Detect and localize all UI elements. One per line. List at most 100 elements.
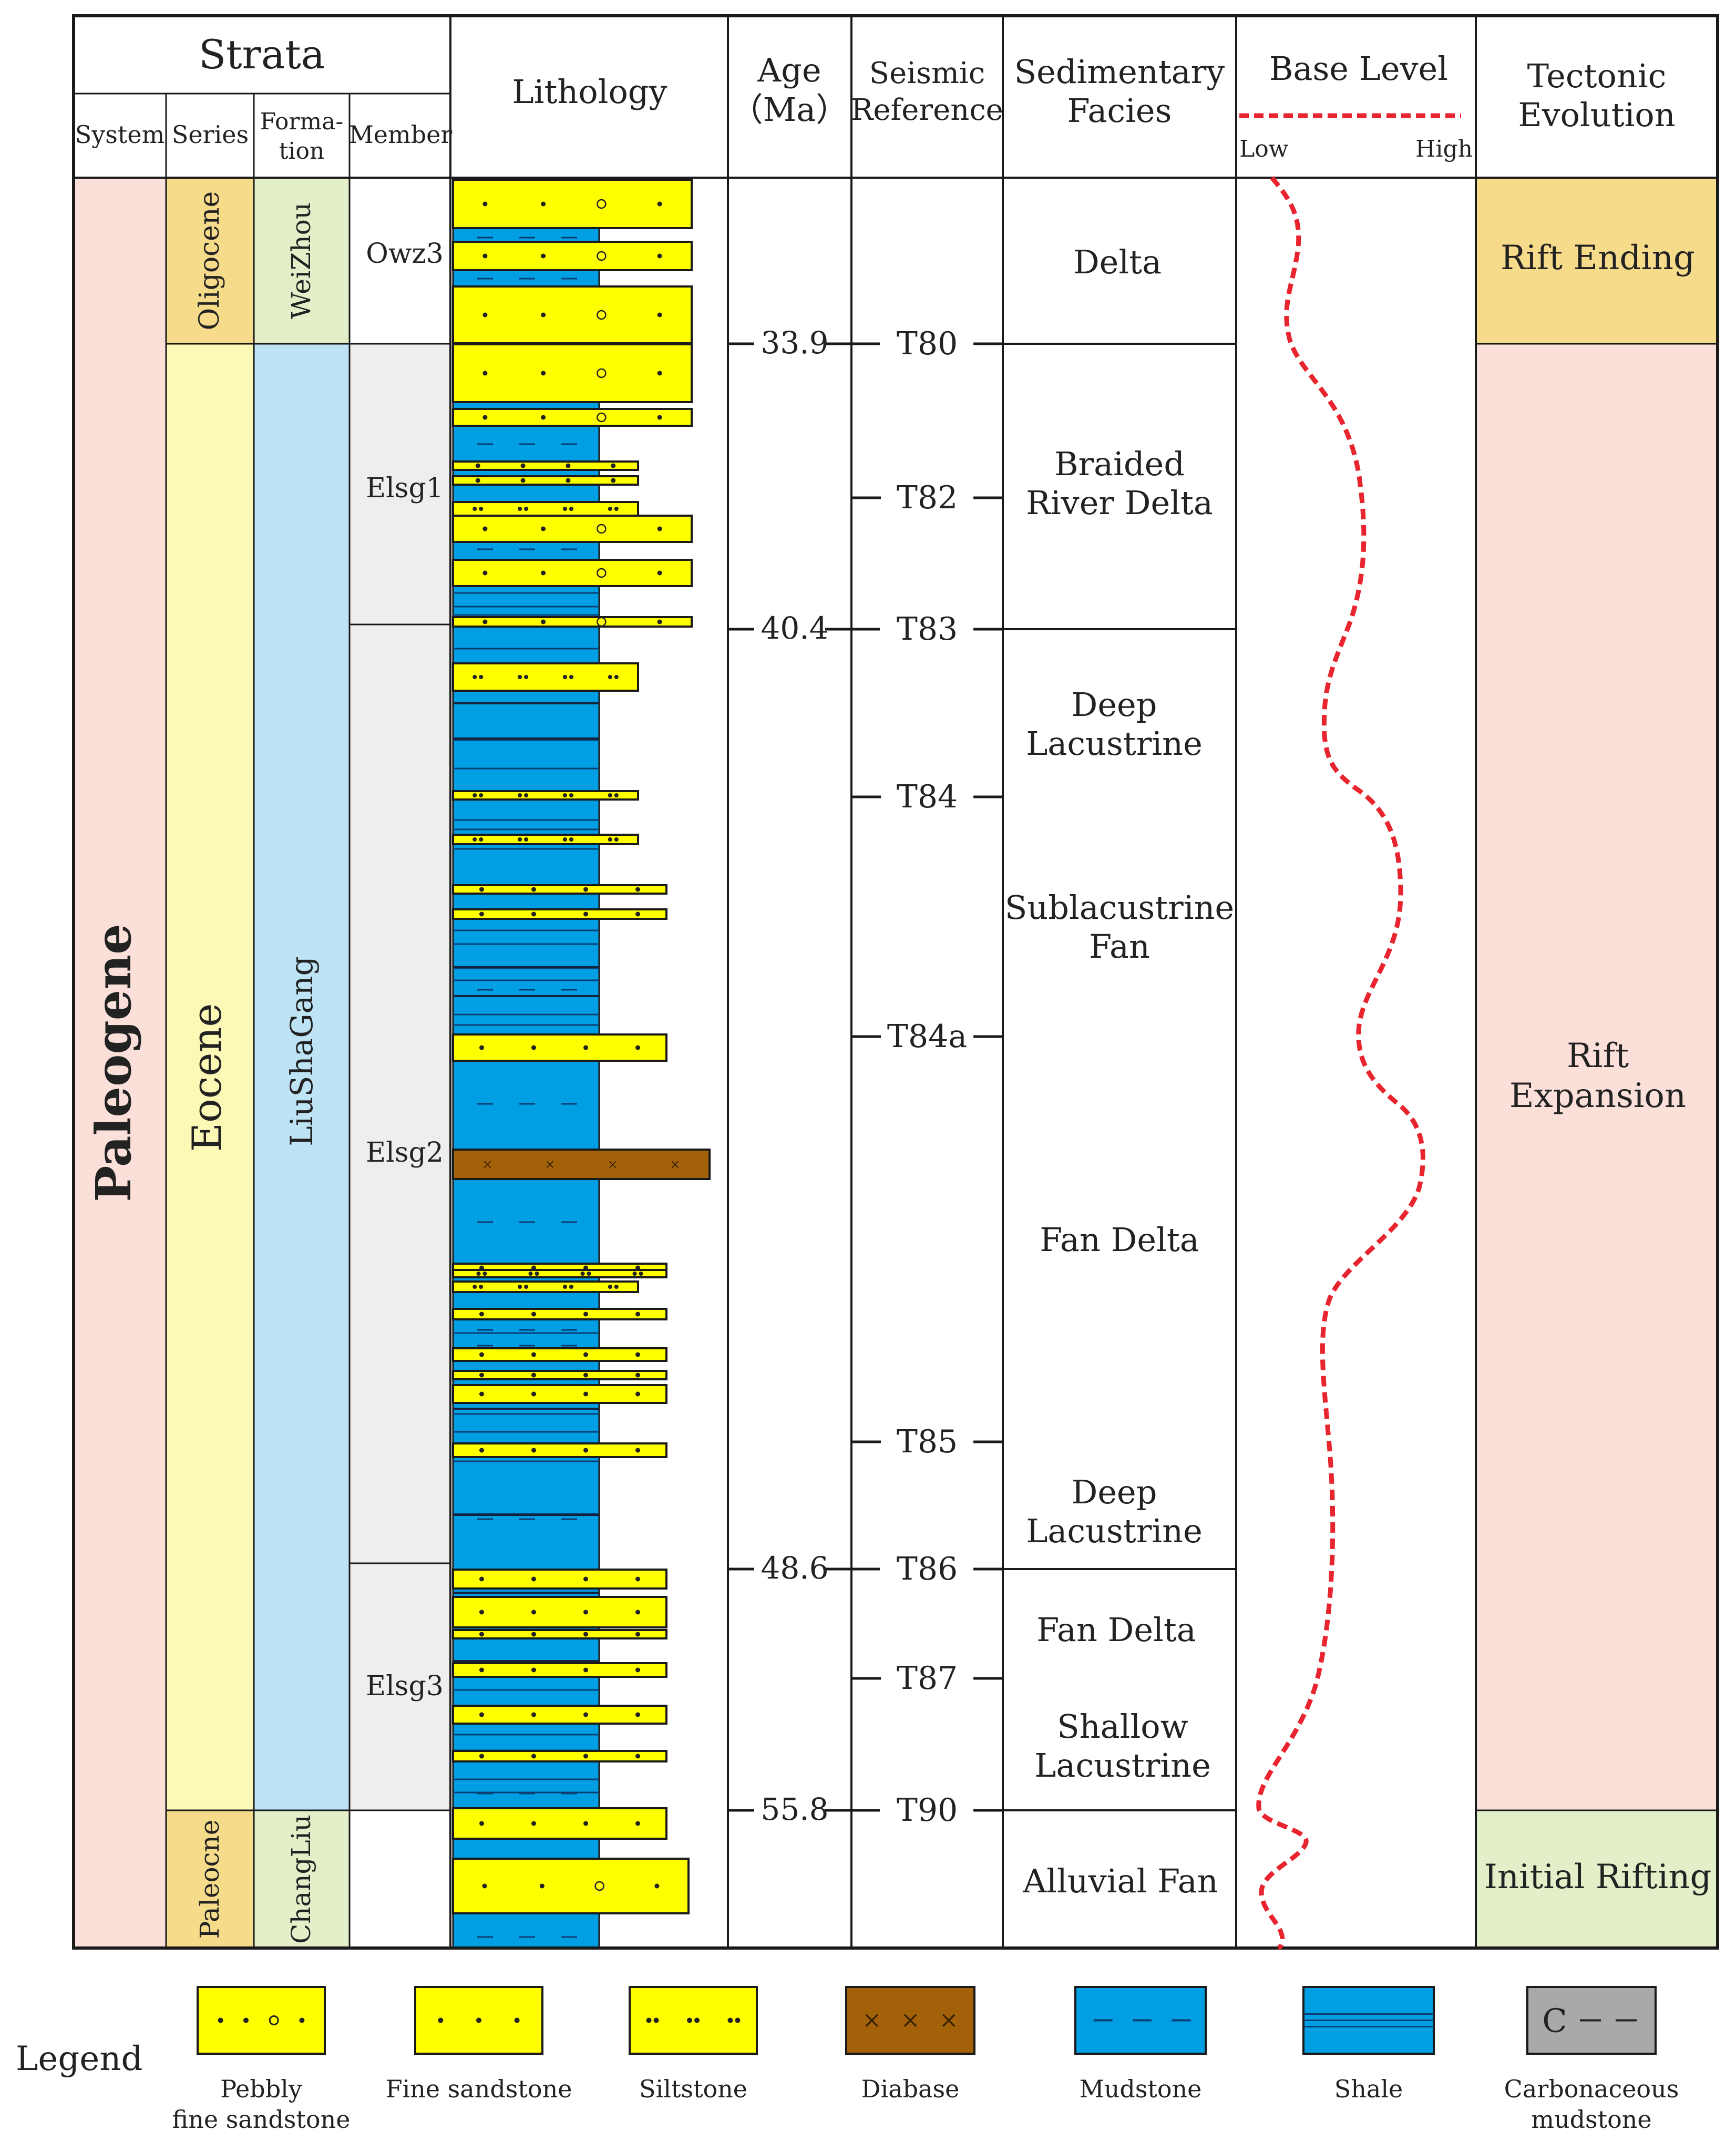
legend-label: fine sandstone xyxy=(172,2105,351,2134)
system-label: Paleogene xyxy=(85,924,142,1202)
pebbly-sandstone-bed xyxy=(452,1858,690,1914)
formation-label-weizhou: WeiZhou xyxy=(286,202,316,319)
age-label: 33.9 xyxy=(761,325,828,361)
header-formation-1: Forma- xyxy=(260,108,343,135)
fine-sandstone-bed xyxy=(452,1033,667,1062)
header-series: Series xyxy=(172,120,249,149)
base-level-low: Low xyxy=(1239,136,1289,162)
series-oligocene-fill xyxy=(166,178,254,344)
header-strata: Strata xyxy=(199,31,325,78)
series-label-paleocene: Paleocne xyxy=(194,1820,225,1939)
age-label: 55.8 xyxy=(761,1791,828,1827)
facies-label: Fan Delta xyxy=(1036,1611,1196,1649)
series-eocene-fill xyxy=(166,344,254,1810)
member-elsg3-fill xyxy=(350,1563,450,1810)
svg-text:×: × xyxy=(545,1157,555,1172)
age-label: 40.4 xyxy=(761,610,828,646)
fine-sandstone-bed xyxy=(452,1442,667,1458)
header-tectonic-1: Tectonic xyxy=(1527,57,1667,95)
fine-sandstone-bed xyxy=(452,1384,667,1404)
svg-text:×: × xyxy=(607,1157,618,1172)
seismic-label: T85 xyxy=(897,1423,958,1460)
seismic-label: T84a xyxy=(887,1018,967,1055)
legend-swatch xyxy=(197,1986,326,2055)
legend-label: Mudstone xyxy=(1080,2075,1202,2103)
fine-sandstone-bed xyxy=(452,1569,667,1590)
siltstone-bed xyxy=(452,501,639,517)
facies-label: Lacustrine xyxy=(1026,724,1203,763)
legend-item: Shale xyxy=(1302,1986,1435,2103)
header-age-1: Age xyxy=(757,51,821,89)
formation-changliu-fill xyxy=(254,1810,350,1948)
tectonic-label: Initial Rifting xyxy=(1484,1858,1712,1897)
tectonic-label: Rift xyxy=(1567,1037,1629,1075)
tectonic-rift-expansion-fill xyxy=(1476,344,1718,1810)
facies-label: Sublacustrine xyxy=(1005,888,1234,927)
facies-labels: Delta Braided River Delta Deep Lacustrin… xyxy=(1005,243,1234,1900)
formation-label-liushagang: LiuShaGang xyxy=(284,956,320,1146)
header-seismic-2: Reference xyxy=(851,93,1003,127)
facies-label: Delta xyxy=(1073,243,1162,281)
legend-label: Fine sandstone xyxy=(386,2075,572,2103)
header-system: System xyxy=(75,120,165,149)
legend-label: Carbonaceous xyxy=(1504,2075,1679,2103)
header-formation-2: tion xyxy=(279,138,325,165)
facies-label: Lacustrine xyxy=(1034,1746,1211,1785)
siltstone-bed xyxy=(452,1280,639,1293)
tectonic-label: Expansion xyxy=(1509,1077,1686,1115)
seismic-label: T86 xyxy=(897,1551,958,1587)
tectonic-rift-ending-fill xyxy=(1476,178,1718,344)
system-paleogene-fill xyxy=(74,178,166,1948)
fine-sandstone-bed xyxy=(452,475,639,486)
seismic-labels: T80 T82 T83 T84 T84a T85 T86 T87 T90 xyxy=(887,325,967,1829)
tectonic-labels: Rift Ending Rift Expansion Initial Rifti… xyxy=(1484,239,1712,1897)
facies-label: Alluvial Fan xyxy=(1022,1862,1218,1900)
fine-sandstone-bed xyxy=(452,908,667,920)
fine-sandstone-bed xyxy=(452,1750,667,1762)
pebbly-sandstone-bed xyxy=(452,515,693,543)
member-label-elsg3: Elsg3 xyxy=(366,1671,444,1702)
pebbly-sandstone-bed xyxy=(452,241,693,271)
pebbly-sandstone-bed xyxy=(452,179,693,229)
lithology-column: × × × × xyxy=(452,177,711,1949)
seismic-label: T82 xyxy=(897,479,958,516)
rotated-labels: Paleogene Oligocene Eocene Paleocne WeiZ… xyxy=(85,191,320,1944)
pebbly-sandstone-bed xyxy=(452,408,693,427)
member-elsg1-fill xyxy=(350,344,450,624)
legend-label: Pebbly xyxy=(220,2075,302,2103)
carbonaceous-symbol: C xyxy=(1542,2002,1567,2040)
table-grid xyxy=(72,14,1719,1950)
siltstone-bed xyxy=(452,662,639,692)
legend-label: mudstone xyxy=(1531,2105,1651,2134)
fine-sandstone-bed xyxy=(452,1705,667,1725)
formation-label-changliu: ChangLiu xyxy=(286,1815,316,1944)
pebbly-sandstone-bed xyxy=(452,616,693,628)
fine-sandstone-bed xyxy=(452,884,667,895)
series-label-eocene: Eocene xyxy=(183,1003,230,1152)
header-facies-2: Facies xyxy=(1067,91,1172,130)
seismic-label: T90 xyxy=(897,1792,958,1829)
header-lithology: Lithology xyxy=(512,73,667,111)
seismic-label: T83 xyxy=(897,611,958,648)
seismic-label: T80 xyxy=(897,325,958,362)
member-elsg2-fill xyxy=(350,624,450,1563)
tectonic-label: Rift Ending xyxy=(1501,239,1695,278)
legend-swatch xyxy=(845,1986,975,2055)
header-facies-1: Sedimentary xyxy=(1014,53,1225,91)
base-level-high: High xyxy=(1415,136,1473,162)
fine-sandstone-bed xyxy=(452,1308,667,1320)
fine-sandstone-bed xyxy=(452,1596,667,1628)
facies-label: Braided xyxy=(1054,445,1185,483)
legend-swatch xyxy=(629,1986,758,2055)
legend-title: Legend xyxy=(16,2040,142,2078)
diabase-bed: × × × × xyxy=(452,1149,711,1180)
legend-label: Shale xyxy=(1334,2075,1403,2103)
member-label-elsg1: Elsg1 xyxy=(366,473,444,504)
legend-item: Siltstone xyxy=(629,1986,758,2103)
svg-text:×: × xyxy=(670,1157,680,1172)
fine-sandstone-bed xyxy=(452,1629,667,1639)
mudstone-background xyxy=(452,177,600,1949)
header-tectonic-2: Evolution xyxy=(1518,96,1675,134)
